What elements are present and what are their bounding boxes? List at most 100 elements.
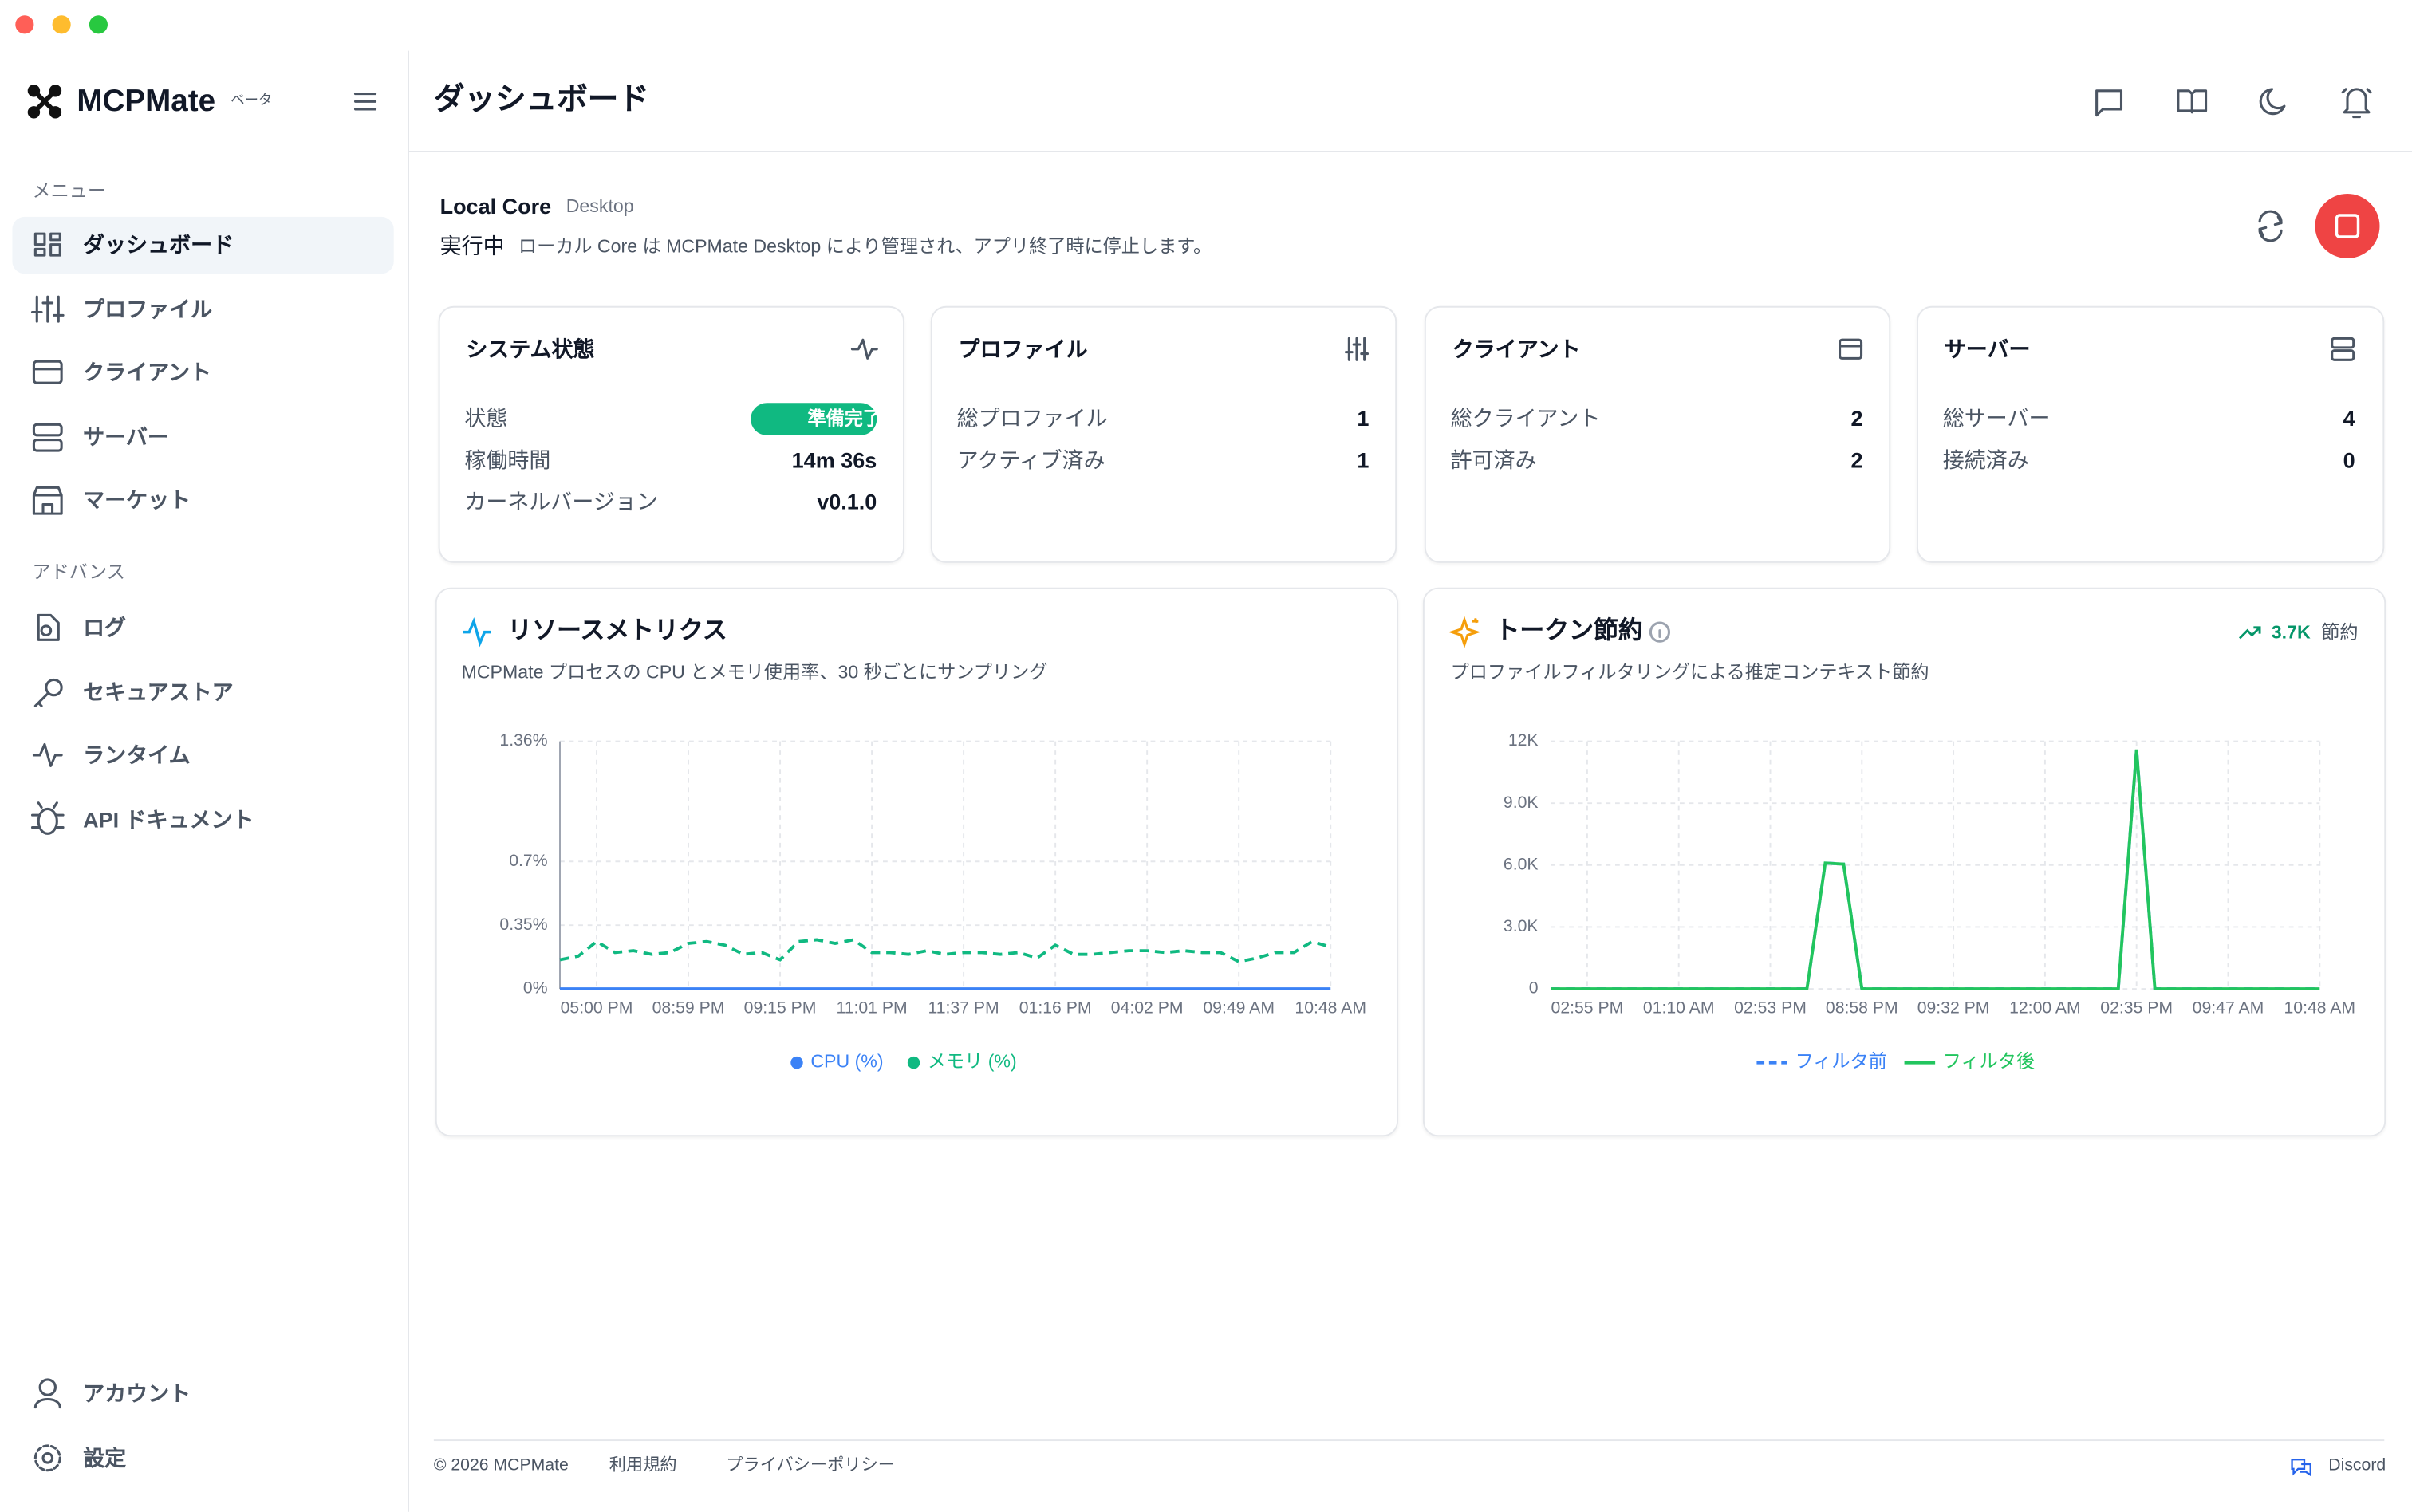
card-label: 接続済み	[1942, 447, 2029, 473]
card-label: 状態	[464, 406, 508, 431]
footer-link[interactable]: 利用規約	[609, 1456, 677, 1475]
x-tick-label: 09:47 AM	[2193, 999, 2264, 1018]
card-value: 2	[1850, 447, 1863, 473]
nav-item[interactable]: サーバー	[83, 423, 169, 449]
chart-subtitle: MCPMate プロセスの CPU とメモリ使用率、30 秒ごとにサンプリング	[461, 661, 1048, 683]
x-tick-label: 04:02 PM	[1111, 999, 1184, 1018]
x-tick-label: 01:16 PM	[1019, 999, 1092, 1018]
x-tick-label: 08:59 PM	[652, 999, 725, 1018]
y-tick-label: 9.0K	[1504, 793, 1539, 812]
legend-marker	[790, 1056, 803, 1069]
header-border	[408, 150, 2412, 152]
card-value: 0	[2343, 447, 2355, 473]
discord-icon	[2291, 1459, 2312, 1477]
card-label: 総プロファイル	[956, 406, 1108, 431]
x-tick-label: 05:00 PM	[561, 999, 633, 1018]
nav-item[interactable]: 設定	[83, 1445, 127, 1471]
status-text: 準備完了	[807, 408, 882, 430]
nav-item[interactable]: API ドキュメント	[83, 806, 254, 832]
nav-item[interactable]: ログ	[83, 615, 127, 640]
card-title: システム状態	[466, 337, 595, 362]
y-tick-label: 3.0K	[1504, 917, 1539, 935]
page-title: ダッシュボード	[433, 83, 649, 117]
y-tick-label: 0%	[523, 979, 548, 998]
x-tick-label: 11:01 PM	[836, 999, 907, 1018]
x-tick-label: 02:55 PM	[1551, 999, 1624, 1018]
legend-label: CPU (%)	[810, 1051, 883, 1072]
chart-title: リソースメトリクス	[507, 618, 727, 645]
x-tick-label: 02:53 PM	[1734, 999, 1807, 1018]
nav-icons	[30, 232, 65, 1472]
minimize-button[interactable]	[52, 15, 71, 34]
nav-item[interactable]: マーケット	[83, 487, 191, 513]
y-tick-label: 12K	[1508, 731, 1539, 750]
trend-icon	[2238, 626, 2261, 640]
x-tick-label: 10:48 AM	[2284, 999, 2355, 1018]
y-tick-label: 0	[1529, 979, 1539, 998]
brand: MCPMate	[77, 85, 216, 119]
stop-button[interactable]	[2315, 193, 2380, 258]
beta-badge: ベータ	[231, 92, 273, 108]
stop-icon	[2335, 214, 2360, 238]
card-label: 許可済み	[1450, 447, 1537, 473]
y-tick-label: 6.0K	[1504, 855, 1539, 873]
saved-suffix: 節約	[2321, 621, 2359, 644]
core-status: 実行中	[439, 234, 505, 258]
series-line	[559, 938, 1331, 963]
x-tick-label: 10:48 AM	[1295, 999, 1366, 1018]
logo	[27, 85, 62, 119]
nav-item[interactable]: プロファイル	[83, 296, 213, 321]
nav-item[interactable]: アカウント	[83, 1380, 191, 1406]
card-label: カーネルバージョン	[464, 489, 658, 514]
x-tick-label: 09:49 AM	[1203, 999, 1275, 1018]
card-label: 総サーバー	[1942, 406, 2051, 431]
copyright: © 2026 MCPMate	[433, 1456, 569, 1475]
footer-link[interactable]: プライバシーポリシー	[726, 1456, 896, 1475]
card-label: アクティブ済み	[956, 447, 1106, 473]
x-tick-label: 09:32 PM	[1917, 999, 1990, 1018]
menu-toggle[interactable]	[353, 93, 377, 111]
legend-label: フィルタ前	[1795, 1051, 1887, 1072]
legend-marker	[907, 1056, 920, 1069]
metrics-icon	[463, 616, 491, 648]
card-icons	[850, 337, 2355, 643]
nav-item[interactable]: ランタイム	[83, 742, 191, 768]
card	[930, 305, 1397, 563]
nav-item[interactable]: ダッシュボード	[83, 232, 235, 258]
close-button[interactable]	[15, 15, 34, 34]
chart-card	[1422, 587, 2386, 1137]
zoom-button[interactable]	[89, 15, 108, 34]
card-label: 総クライアント	[1450, 406, 1601, 431]
x-tick-label: 12:00 AM	[2009, 999, 2081, 1018]
card-value: 4	[2343, 406, 2355, 431]
header-icons[interactable]	[2095, 88, 2372, 242]
card	[1424, 305, 1891, 563]
nav-heading: メニュー	[32, 179, 107, 202]
core-description: ローカル Core は MCPMate Desktop により管理され、アプリ終…	[518, 235, 1212, 258]
x-tick-label: 02:35 PM	[2100, 999, 2173, 1018]
x-tick-label: 11:37 PM	[928, 999, 999, 1018]
series-line	[1550, 749, 2320, 990]
card-value: 14m 36s	[791, 447, 877, 473]
legend-label: フィルタ後	[1943, 1051, 2035, 1072]
x-tick-label: 01:10 AM	[1643, 999, 1715, 1018]
footer-link[interactable]: Discord	[2328, 1456, 2386, 1475]
saved-amount: 3.7K	[2271, 621, 2311, 644]
y-tick-label: 0.7%	[509, 852, 547, 870]
core-tag: Desktop	[566, 195, 634, 217]
card-title: クライアント	[1452, 337, 1581, 362]
nav-item[interactable]: セキュアストア	[83, 679, 234, 704]
token-icon	[1448, 616, 1481, 648]
series-line	[1550, 749, 2320, 990]
card-value: 1	[1357, 447, 1370, 473]
card-title: サーバー	[1944, 337, 2031, 362]
card	[1916, 305, 2385, 563]
core-name: Local Core	[439, 193, 552, 219]
nav-item[interactable]: クライアント	[83, 360, 212, 385]
card-label: 稼働時間	[464, 447, 551, 473]
card-value: v0.1.0	[817, 489, 877, 514]
legend-label: メモリ (%)	[928, 1051, 1017, 1072]
nav-heading: アドバンス	[32, 561, 125, 583]
chart-subtitle: プロファイルフィルタリングによる推定コンテキスト節約	[1450, 661, 1929, 683]
